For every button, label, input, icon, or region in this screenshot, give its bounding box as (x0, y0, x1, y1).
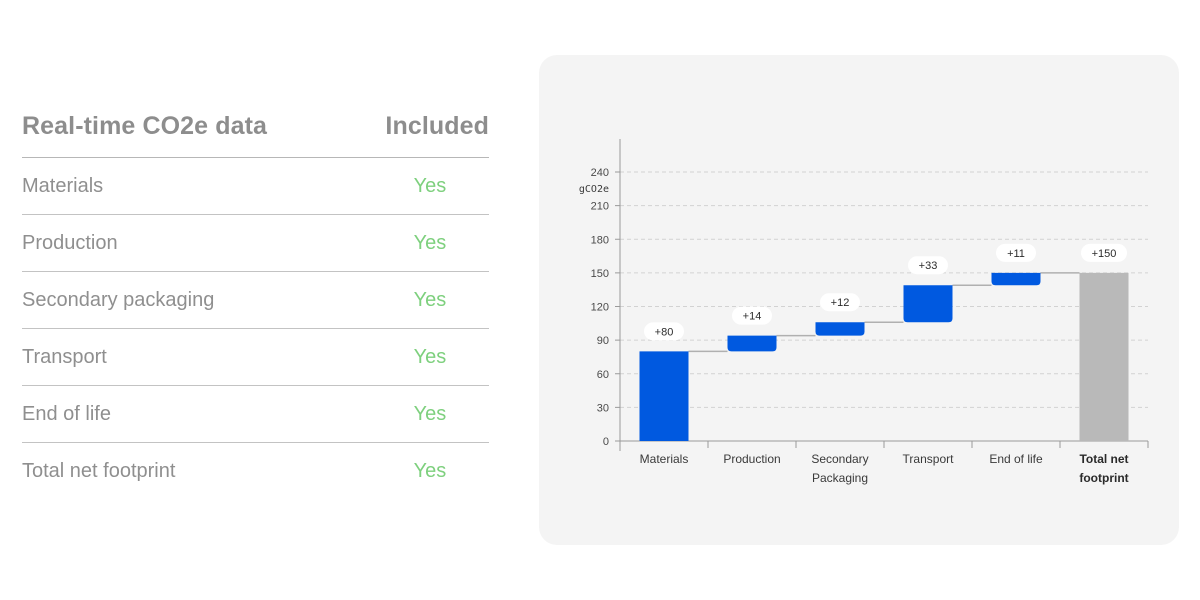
x-category-label: footprint (1079, 471, 1128, 485)
row-value-end-of-life: Yes (413, 402, 447, 425)
table-row: Production Yes (22, 215, 489, 272)
x-category-label: End of life (989, 452, 1043, 466)
chart-panel: 0 30 60 90 120 150 180 210 240 gCO2e +80 Materials +… (539, 55, 1179, 545)
value-label-pill (1081, 243, 1127, 262)
table-header: Real-time CO2e data Included (22, 95, 489, 158)
y-tick-label: 90 (597, 335, 609, 347)
increment-bar (815, 322, 865, 336)
y-tick-label: 120 (591, 302, 609, 314)
value-label-pill (644, 322, 684, 341)
y-tick-label: 60 (597, 369, 609, 381)
header-data-type: Real-time CO2e data (22, 111, 268, 140)
x-category-label: Materials (640, 452, 689, 466)
data-label: +11 (1007, 248, 1025, 260)
data-label: +12 (831, 297, 850, 309)
y-tick-label: 180 (591, 234, 609, 246)
value-label-pill (732, 306, 772, 325)
increment-bar (991, 272, 1041, 286)
row-label-secondary-packaging: Secondary packaging (22, 288, 215, 311)
table-row: Secondary packaging Yes (22, 272, 489, 329)
row-value-total-net-footprint: Yes (413, 459, 447, 482)
value-label-pill (996, 243, 1036, 262)
x-category-label: Packaging (812, 471, 868, 485)
increment-bar (639, 351, 689, 441)
x-category-label: Production (723, 452, 780, 466)
y-tick-label: 210 (591, 201, 609, 213)
data-label: +150 (1092, 248, 1117, 260)
y-tick-label: 30 (597, 402, 609, 414)
x-category-label: Transport (903, 452, 955, 466)
value-label-pill (820, 293, 860, 312)
y-axis-unit-label: gCO2e (579, 184, 609, 195)
x-category-label: Secondary (811, 452, 868, 466)
row-value-secondary-packaging: Yes (413, 288, 447, 311)
table-row: Materials Yes (22, 158, 489, 215)
y-tick-label: 150 (591, 268, 609, 280)
header-included: Included (385, 111, 489, 140)
row-value-production: Yes (413, 231, 447, 254)
increment-bar (727, 335, 777, 352)
co2e-data-table: Real-time CO2e data Included Materials Y… (22, 95, 489, 499)
row-label-production: Production (22, 231, 118, 254)
total-bar (1079, 272, 1129, 441)
row-label-end-of-life: End of life (22, 402, 111, 425)
waterfall-chart: 0 30 60 90 120 150 180 210 240 gCO2e +80 Materials +… (579, 139, 1149, 485)
data-label: +33 (919, 260, 938, 272)
data-label: +80 (655, 326, 674, 338)
y-tick-label: 0 (603, 436, 609, 448)
row-label-materials: Materials (22, 174, 104, 197)
row-value-transport: Yes (413, 345, 447, 368)
x-category-label: Total net (1079, 452, 1128, 466)
y-tick-label: 240 (591, 167, 609, 179)
row-label-total-net-footprint: Total net footprint (22, 459, 176, 482)
value-label-pill (908, 256, 948, 275)
increment-bar (903, 285, 953, 323)
table-row: Total net footprint Yes (22, 443, 489, 499)
row-value-materials: Yes (413, 174, 447, 197)
table-row: End of life Yes (22, 386, 489, 443)
row-label-transport: Transport (22, 345, 107, 368)
table-row: Transport Yes (22, 329, 489, 386)
data-label: +14 (743, 311, 762, 323)
